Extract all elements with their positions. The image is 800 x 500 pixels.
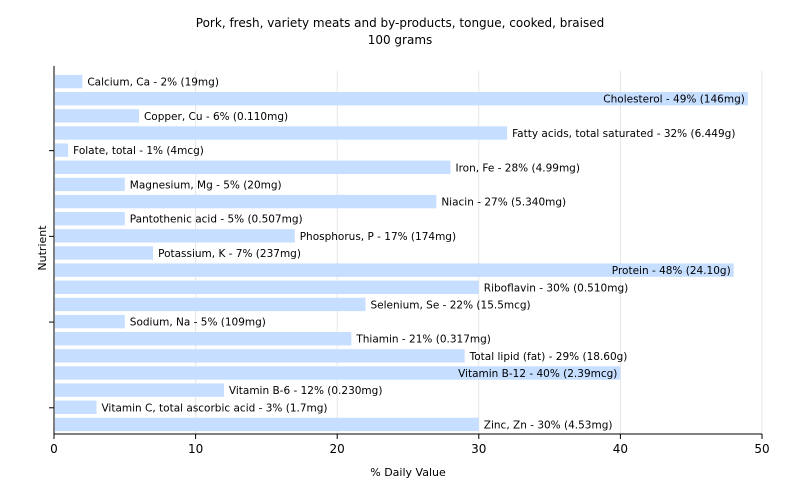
chart-subtitle: 100 grams [368, 33, 433, 47]
bar [55, 109, 139, 123]
bar [55, 177, 125, 192]
bar-label: Iron, Fe - 28% (4.99mg) [455, 162, 579, 174]
bar-label: Vitamin B-12 - 40% (2.39mcg) [458, 368, 617, 380]
bar [55, 263, 734, 277]
bar-label: Pantothenic acid - 5% (0.507mg) [130, 214, 303, 226]
bar-label: Selenium, Se - 22% (15.5mcg) [371, 299, 531, 311]
x-tick-label: 30 [471, 442, 486, 456]
bar [55, 92, 748, 106]
bar-label: Potassium, K - 7% (237mg) [158, 248, 301, 260]
bar-label: Vitamin B-6 - 12% (0.230mg) [229, 385, 383, 397]
bar-label: Sodium, Na - 5% (109mg) [130, 317, 266, 329]
x-tick-label: 20 [330, 442, 345, 456]
bar [55, 297, 366, 312]
bars: Calcium, Ca - 2% (19mg) Cholesterol - 49%… [55, 74, 748, 432]
bar [55, 400, 97, 414]
x-tick-label: 50 [754, 442, 769, 456]
bar-label: Riboflavin - 30% (0.510mg) [484, 282, 628, 294]
bar [55, 349, 465, 363]
bar [55, 246, 154, 260]
bar-label: Zinc, Zn - 30% (4.53mg) [484, 419, 613, 431]
y-axis-title: Nutrient [36, 225, 49, 271]
bar [55, 126, 508, 140]
x-tick-label: 0 [50, 442, 58, 456]
chart-title: Pork, fresh, variety meats and by-produc… [196, 16, 604, 30]
bar-label: Copper, Cu - 6% (0.110mg) [144, 111, 288, 123]
bar-label: Folate, total - 1% (4mcg) [73, 145, 204, 157]
x-tick-label: 40 [613, 442, 628, 456]
bar [55, 143, 69, 157]
bar-label: Protein - 48% (24.10g) [612, 265, 731, 277]
bar [55, 332, 352, 346]
bar [55, 160, 451, 174]
bar-label: Total lipid (fat) - 29% (18.60g) [469, 351, 628, 363]
bar-label: Vitamin C, total ascorbic acid - 3% (1.7… [101, 402, 327, 414]
bar [55, 366, 621, 380]
bar-label: Fatty acids, total saturated - 32% (6.44… [512, 128, 735, 140]
bar-label: Niacin - 27% (5.340mg) [441, 197, 566, 209]
bar [55, 314, 125, 329]
bar-label: Thiamin - 21% (0.317mg) [355, 334, 491, 346]
bar [55, 74, 83, 89]
x-axis-title: % Daily Value [370, 466, 446, 479]
bar-label: Phosphorus, P - 17% (174mg) [300, 231, 456, 243]
x-tick-label: 10 [188, 442, 203, 456]
axes: 0 10 20 30 40 50 [49, 66, 770, 456]
bar [55, 383, 224, 397]
bar [55, 229, 295, 243]
bar [55, 212, 125, 226]
bar [55, 417, 479, 432]
bar-label: Calcium, Ca - 2% (19mg) [87, 77, 219, 89]
bar [55, 194, 437, 209]
bar-label: Magnesium, Mg - 5% (20mg) [130, 179, 282, 191]
bar-label: Cholesterol - 49% (146mg) [603, 94, 745, 106]
bar [55, 280, 479, 294]
